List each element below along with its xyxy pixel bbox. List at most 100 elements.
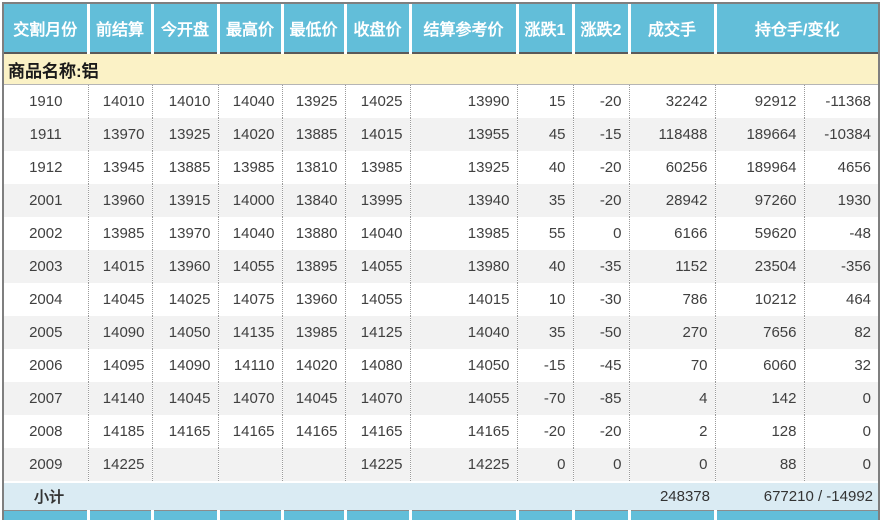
cell-oi-change: -11368 [803,84,878,118]
cell-change2: -20 [572,184,629,217]
cell-prev-settle: 14225 [87,448,152,482]
cell-close: 14055 [344,283,410,316]
cell-low: 14165 [281,415,345,448]
cell-change1: 0 [516,448,573,482]
col-header-delivery-month: 交割月份 [4,4,88,54]
cell-low [281,448,345,482]
cell-prev-settle: 14090 [87,316,152,349]
cell-change2: -30 [572,283,629,316]
cell-volume: 70 [628,349,715,382]
cell-open: 14165 [151,415,218,448]
cell-volume: 2 [628,415,715,448]
cell-delivery-month: 2003 [4,250,88,283]
cell-settle-ref: 14015 [409,283,517,316]
cell-delivery-month: 2005 [4,316,88,349]
cell-high: 14040 [217,217,282,250]
cell-change1: 40 [516,151,573,184]
col-header-high: 最高价 [216,4,282,54]
cell-delivery-month: 2009 [4,448,88,482]
subtotal-label: 小计 [4,481,629,511]
cell-low: 13880 [281,217,345,250]
cell-volume: 0 [628,448,715,482]
cell-volume: 786 [628,283,715,316]
cell-high: 14075 [217,283,282,316]
cell-prev-settle: 13985 [87,217,152,250]
cell-close: 14015 [344,118,410,151]
cell-oi-change: 82 [803,316,878,349]
cell-open-interest: 97260 [714,184,804,217]
cell-low: 13960 [281,283,345,316]
cell-settle-ref: 14050 [409,349,517,382]
cell-prev-settle: 14015 [87,250,152,283]
cell-high: 14055 [217,250,282,283]
data-rows: 1910 14010 14010 14040 13925 14025 13990… [4,84,878,482]
table-row: 2006 14095 14090 14110 14020 14080 14050… [4,349,878,382]
cell-change2: -45 [572,349,629,382]
cell-change1: -70 [516,382,573,415]
cell-delivery-month: 2004 [4,283,88,316]
table-row: 2009 14225 14225 14225 0 0 0 88 0 [4,448,878,482]
cell-delivery-month: 1910 [4,84,88,118]
table-row: 2004 14045 14025 14075 13960 14055 14015… [4,283,878,316]
table-row: 2007 14140 14045 14070 14045 14070 14055… [4,382,878,415]
cell-open-interest: 189664 [714,118,804,151]
cell-open: 13885 [151,151,218,184]
cell-high: 14070 [217,382,282,415]
cell-close: 14040 [344,217,410,250]
cell-prev-settle: 13960 [87,184,152,217]
cell-close: 14055 [344,250,410,283]
cell-open-interest: 23504 [714,250,804,283]
table-row: 1911 13970 13925 14020 13885 14015 13955… [4,118,878,151]
next-section-header-row [4,510,878,520]
cell-open: 14090 [151,349,218,382]
cell-change1: 35 [516,316,573,349]
cell-low: 14045 [281,382,345,415]
cell-low: 13895 [281,250,345,283]
cell-open: 14050 [151,316,218,349]
table-row: 1910 14010 14010 14040 13925 14025 13990… [4,84,878,118]
cell-change2: -20 [572,415,629,448]
cell-close: 14080 [344,349,410,382]
cell-close: 14070 [344,382,410,415]
cell-oi-change: 0 [803,415,878,448]
cell-change1: 40 [516,250,573,283]
cell-low: 13985 [281,316,345,349]
cell-delivery-month: 1911 [4,118,88,151]
cell-oi-change: -10384 [803,118,878,151]
col-header-settle-ref: 结算参考价 [408,4,517,54]
cell-open-interest: 128 [714,415,804,448]
cell-close: 14225 [344,448,410,482]
subtotal-oi-change: 677210 / -14992 [715,481,878,511]
cell-prev-settle: 14185 [87,415,152,448]
cell-high: 14040 [217,84,282,118]
cell-settle-ref: 13955 [409,118,517,151]
cell-volume: 1152 [628,250,715,283]
col-header-close: 收盘价 [343,4,410,54]
column-header-row: 交割月份 前结算 今开盘 最高价 最低价 收盘价 结算参考价 涨跌1 涨跌2 成… [4,4,878,54]
cell-change1: -15 [516,349,573,382]
cell-volume: 28942 [628,184,715,217]
cell-close: 14125 [344,316,410,349]
cell-oi-change: -48 [803,217,878,250]
cell-settle-ref: 14055 [409,382,517,415]
cell-settle-ref: 13985 [409,217,517,250]
cell-settle-ref: 13980 [409,250,517,283]
cell-high: 14000 [217,184,282,217]
cell-open-interest: 7656 [714,316,804,349]
cell-open: 14045 [151,382,218,415]
cell-oi-change: 0 [803,382,878,415]
futures-quotes-table: 交割月份 前结算 今开盘 最高价 最低价 收盘价 结算参考价 涨跌1 涨跌2 成… [4,4,878,520]
cell-settle-ref: 13990 [409,84,517,118]
cell-low: 13840 [281,184,345,217]
table-row: 2005 14090 14050 14135 13985 14125 14040… [4,316,878,349]
col-header-volume: 成交手 [627,4,715,54]
cell-volume: 270 [628,316,715,349]
cell-open-interest: 10212 [714,283,804,316]
cell-open-interest: 142 [714,382,804,415]
cell-open-interest: 59620 [714,217,804,250]
cell-change1: 10 [516,283,573,316]
cell-change2: 0 [572,217,629,250]
cell-open [151,448,218,482]
cell-change1: -20 [516,415,573,448]
